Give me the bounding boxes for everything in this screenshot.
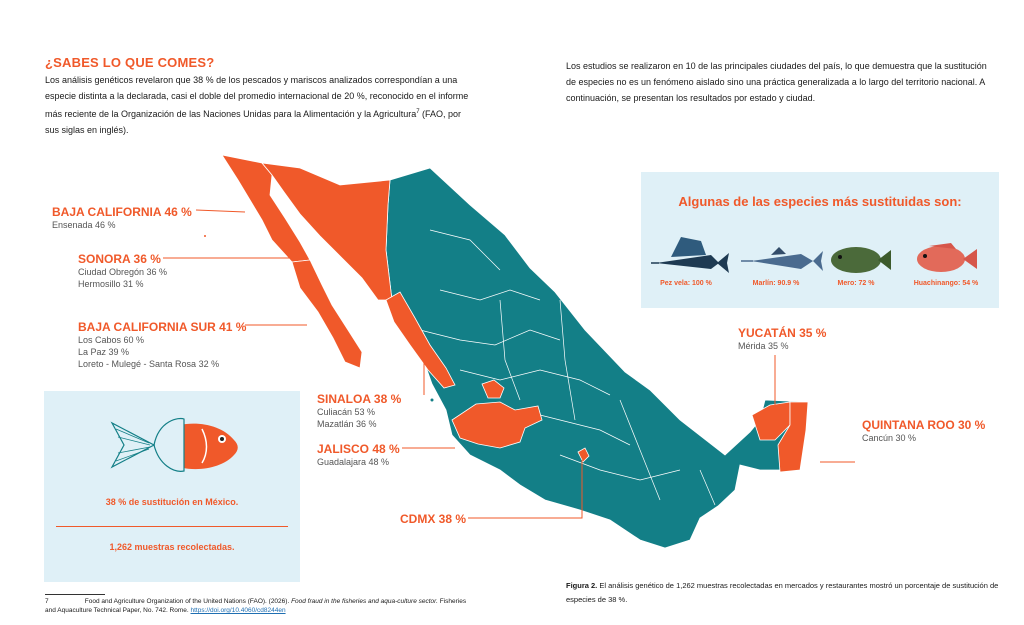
state-name: SINALOA 38 %	[317, 392, 402, 406]
label-sinaloa: SINALOA 38 % Culiacán 53 % Mazatlán 36 %	[317, 392, 401, 430]
caption-text: El análisis genético de 1,262 muestras r…	[566, 581, 999, 604]
summary-box: 38 % de sustitución en México. 1,262 mue…	[44, 391, 300, 582]
state-name: BAJA CALIFORNIA 46 %	[52, 205, 192, 219]
footnote-number: 7	[45, 598, 49, 605]
city-value: Loreto - Mulegé - Santa Rosa 32 %	[78, 359, 220, 369]
grouper-label: Mero: 72 %	[837, 280, 875, 287]
leader-cdmx	[468, 460, 583, 519]
city-value: Mérida 35 %	[738, 341, 789, 351]
substitution-summary: 38 % de sustitución en México.	[105, 497, 239, 507]
marlin-icon	[741, 247, 823, 271]
city-value: Ensenada 46 %	[52, 220, 116, 230]
footnote-rule	[45, 594, 105, 595]
state-name: QUINTANA ROO 30 %	[862, 418, 986, 432]
label-baja-california: BAJA CALIFORNIA 46 % Ensenada 46 %	[52, 205, 192, 231]
footnote-title: Food fraud in the fisheries and aqua-cul…	[291, 598, 438, 605]
city-value: Cancún 30 %	[862, 433, 917, 443]
state-name: YUCATÁN 35 %	[738, 326, 827, 340]
sinaloa-shape	[385, 291, 456, 389]
figure-caption: Figura 2. El análisis genético de 1,262 …	[566, 579, 1006, 607]
sonora-shape	[261, 162, 393, 301]
sailfish-icon	[651, 237, 729, 273]
quintana-roo-shape	[777, 401, 809, 473]
intro-text: Los análisis genéticos revelaron que 38 …	[45, 75, 469, 119]
city-value: Los Cabos 60 %	[78, 335, 145, 345]
label-cdmx: CDMX 38 %	[400, 512, 466, 526]
summary-divider	[56, 526, 288, 527]
city-value: Mazatlán 36 %	[317, 419, 377, 429]
label-yucatan: YUCATÁN 35 % Mérida 35 %	[738, 326, 826, 352]
state-name: SONORA 36 %	[78, 252, 161, 266]
cdmx-shape	[577, 447, 590, 463]
bcs-shape	[291, 259, 363, 369]
species-panel: Algunas de las especies más sustituidas …	[641, 172, 999, 308]
city-value: Hermosillo 31 %	[78, 279, 144, 289]
footnote-link[interactable]: https://doi.org/10.4060/cd8244en	[190, 607, 286, 614]
samples-summary: 1,262 muestras recolectadas.	[109, 542, 235, 552]
grouper-icon	[831, 247, 891, 273]
footnote: 7 Food and Agriculture Organization of t…	[45, 597, 470, 615]
snapper-label: Huachinango: 54 %	[913, 280, 979, 287]
species-panel-title: Algunas de las especies más sustituidas …	[678, 194, 962, 209]
sailfish-label: Pez vela: 100 %	[660, 280, 712, 287]
city-value: Ciudad Obregón 36 %	[78, 267, 168, 277]
footnote-text2: Fisheries and Aquaculture Technical Pape…	[45, 598, 467, 614]
leader-baja-california	[195, 209, 246, 213]
state-name: BAJA CALIFORNIA SUR 41 %	[78, 320, 247, 334]
central-highlight-shape	[481, 379, 505, 399]
intro-right-paragraph: Los estudios se realizaron en 10 de las …	[566, 61, 987, 103]
state-name: CDMX 38 %	[400, 512, 467, 526]
species-illustrations	[651, 237, 977, 273]
page-title: ¿SABES LO QUE COMES?	[45, 55, 215, 70]
label-quintana-roo: QUINTANA ROO 30 % Cancún 30 %	[862, 418, 985, 444]
caption-label: Figura 2.	[566, 581, 598, 590]
label-bcs: BAJA CALIFORNIA SUR 41 % Los Cabos 60 % …	[78, 320, 246, 370]
fish-icon	[110, 417, 238, 472]
intro-text-end: (FAO, por sus siglas en inglés).	[45, 109, 462, 135]
intro-paragraph: Los análisis genéticos revelaron que 38 …	[45, 72, 475, 138]
label-jalisco: JALISCO 48 % Guadalajara 48 %	[317, 442, 400, 468]
city-value: Culiacán 53 %	[317, 407, 376, 417]
snapper-icon	[917, 243, 977, 272]
city-value: Guadalajara 48 %	[317, 457, 390, 467]
marlin-label: Marlín: 90.9 %	[752, 280, 800, 287]
label-sonora: SONORA 36 % Ciudad Obregón 36 % Hermosil…	[78, 252, 167, 290]
state-name: JALISCO 48 %	[317, 442, 400, 456]
footnote-ref[interactable]: 7	[416, 109, 420, 115]
city-value: La Paz 39 %	[78, 347, 130, 357]
jalisco-shape	[451, 401, 543, 449]
footnote-text: Food and Agriculture Organization of the…	[84, 598, 290, 605]
mexico-mainland	[385, 167, 809, 549]
